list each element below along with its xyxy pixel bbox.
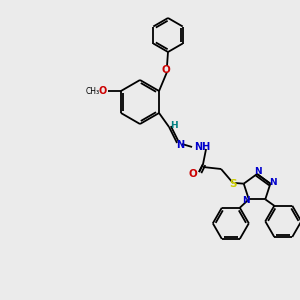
Text: N: N (254, 167, 262, 176)
Text: N: N (176, 140, 184, 150)
Text: O: O (99, 86, 107, 96)
Text: H: H (170, 122, 178, 130)
Text: N: N (270, 178, 277, 187)
Text: NH: NH (194, 142, 210, 152)
Text: CH₃: CH₃ (86, 86, 100, 95)
Text: O: O (189, 169, 197, 179)
Text: N: N (242, 196, 250, 205)
Text: S: S (229, 179, 237, 189)
Text: O: O (162, 65, 170, 75)
